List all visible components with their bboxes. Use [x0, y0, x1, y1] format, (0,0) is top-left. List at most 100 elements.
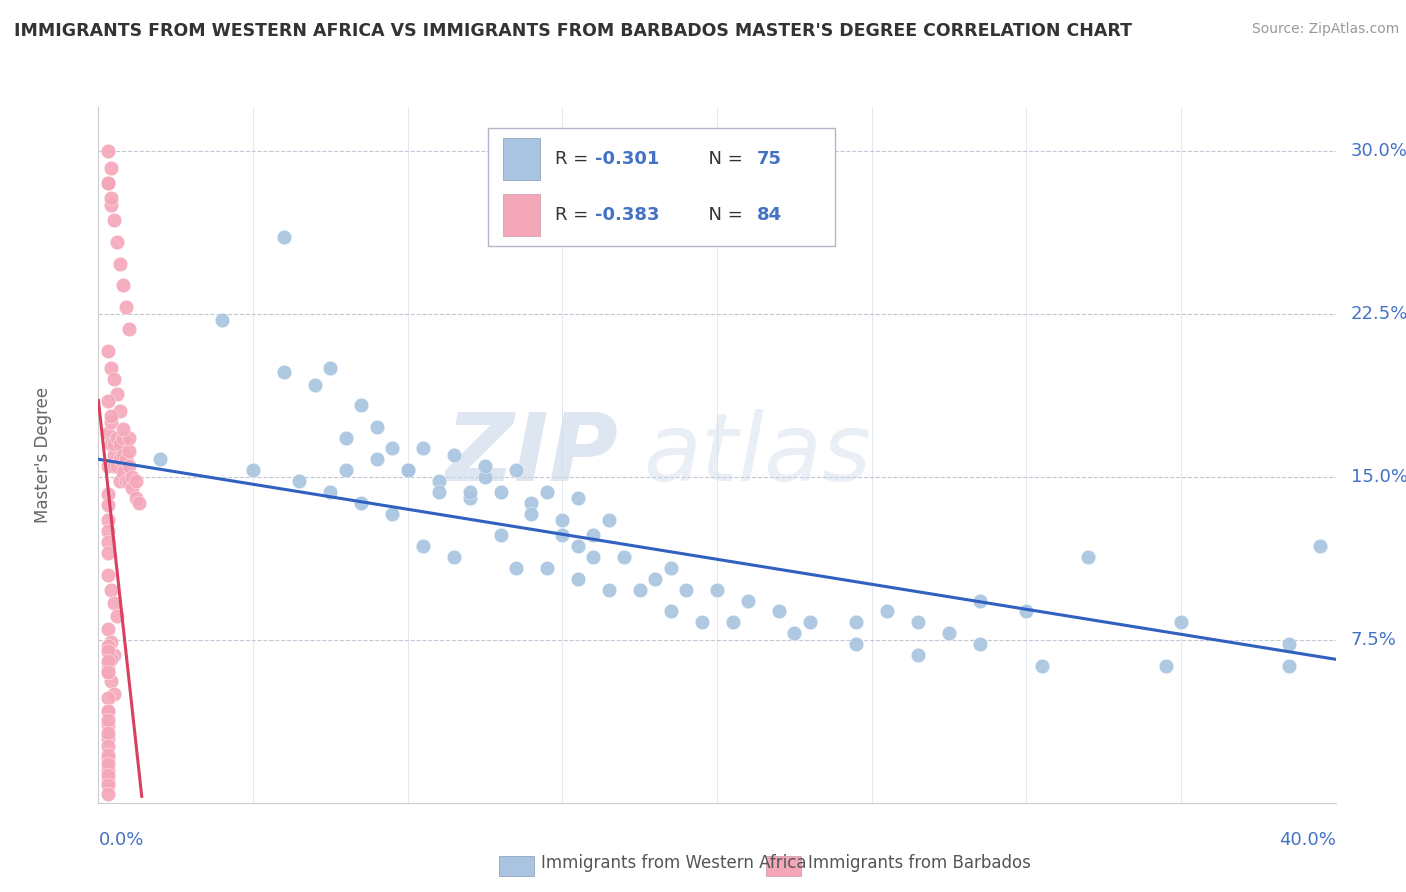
Point — [598, 513, 620, 527]
Point — [396, 463, 419, 477]
Point — [644, 572, 666, 586]
Point — [97, 639, 120, 653]
Point — [489, 484, 512, 499]
Point — [845, 615, 868, 630]
Point — [366, 452, 388, 467]
Point — [582, 550, 605, 565]
Point — [100, 409, 122, 423]
Point — [721, 615, 744, 630]
Point — [105, 431, 128, 445]
Point — [105, 458, 128, 473]
Point — [551, 528, 574, 542]
Point — [97, 778, 120, 792]
Point — [1278, 658, 1301, 673]
Point — [108, 257, 131, 271]
Point — [103, 213, 125, 227]
Point — [1278, 637, 1301, 651]
Point — [97, 513, 120, 527]
Text: 40.0%: 40.0% — [1279, 830, 1336, 848]
Point — [121, 481, 143, 495]
Point — [108, 404, 131, 418]
Point — [768, 605, 790, 619]
Point — [100, 582, 122, 597]
Text: Master's Degree: Master's Degree — [34, 387, 52, 523]
Point — [97, 655, 120, 669]
Point — [381, 442, 404, 456]
Point — [97, 752, 120, 766]
Point — [97, 393, 120, 408]
FancyBboxPatch shape — [488, 128, 835, 246]
Point — [675, 582, 697, 597]
Point — [1154, 658, 1177, 673]
Point — [458, 491, 481, 506]
Point — [412, 442, 434, 456]
Point — [100, 652, 122, 666]
Point — [100, 674, 122, 689]
Point — [273, 230, 295, 244]
Text: 30.0%: 30.0% — [1351, 142, 1406, 160]
Point — [115, 474, 138, 488]
Point — [551, 513, 574, 527]
Point — [350, 496, 373, 510]
Point — [149, 452, 172, 467]
Point — [103, 458, 125, 473]
Point — [97, 144, 120, 158]
Text: -0.383: -0.383 — [595, 206, 659, 224]
Point — [97, 546, 120, 560]
Point — [567, 539, 589, 553]
Text: -0.301: -0.301 — [595, 150, 659, 169]
Point — [567, 491, 589, 506]
Text: Immigrants from Barbados: Immigrants from Barbados — [808, 855, 1032, 872]
Point — [103, 687, 125, 701]
Point — [458, 484, 481, 499]
Point — [115, 452, 138, 467]
Point — [845, 637, 868, 651]
Point — [288, 474, 311, 488]
Point — [118, 431, 141, 445]
Point — [97, 426, 120, 441]
Point — [876, 605, 898, 619]
Text: N =: N = — [697, 150, 749, 169]
Point — [396, 463, 419, 477]
Point — [100, 415, 122, 429]
Point — [443, 550, 465, 565]
Point — [112, 278, 135, 293]
Point — [105, 608, 128, 623]
Point — [1077, 550, 1099, 565]
Text: IMMIGRANTS FROM WESTERN AFRICA VS IMMIGRANTS FROM BARBADOS MASTER'S DEGREE CORRE: IMMIGRANTS FROM WESTERN AFRICA VS IMMIGR… — [14, 22, 1132, 40]
Point — [489, 528, 512, 542]
Point — [112, 448, 135, 462]
Point — [706, 582, 728, 597]
Point — [97, 739, 120, 754]
Point — [567, 572, 589, 586]
Point — [907, 615, 929, 630]
Point — [97, 535, 120, 549]
Point — [97, 713, 120, 727]
Point — [97, 643, 120, 657]
Point — [659, 561, 682, 575]
Point — [128, 496, 150, 510]
Point — [97, 731, 120, 745]
Point — [938, 626, 960, 640]
Point — [1309, 539, 1331, 553]
Point — [103, 648, 125, 662]
Point — [100, 191, 122, 205]
Point — [108, 437, 131, 451]
Point — [100, 161, 122, 175]
Point — [121, 469, 143, 483]
Point — [118, 322, 141, 336]
Text: ZIP: ZIP — [446, 409, 619, 501]
Point — [103, 372, 125, 386]
Point — [118, 443, 141, 458]
Point — [1015, 605, 1038, 619]
Point — [273, 365, 295, 379]
Point — [100, 198, 122, 212]
Point — [97, 343, 120, 358]
Point — [211, 313, 233, 327]
Point — [97, 787, 120, 801]
Point — [124, 491, 146, 506]
Point — [783, 626, 806, 640]
Point — [582, 528, 605, 542]
Text: Immigrants from Western Africa: Immigrants from Western Africa — [541, 855, 807, 872]
Point — [112, 422, 135, 436]
